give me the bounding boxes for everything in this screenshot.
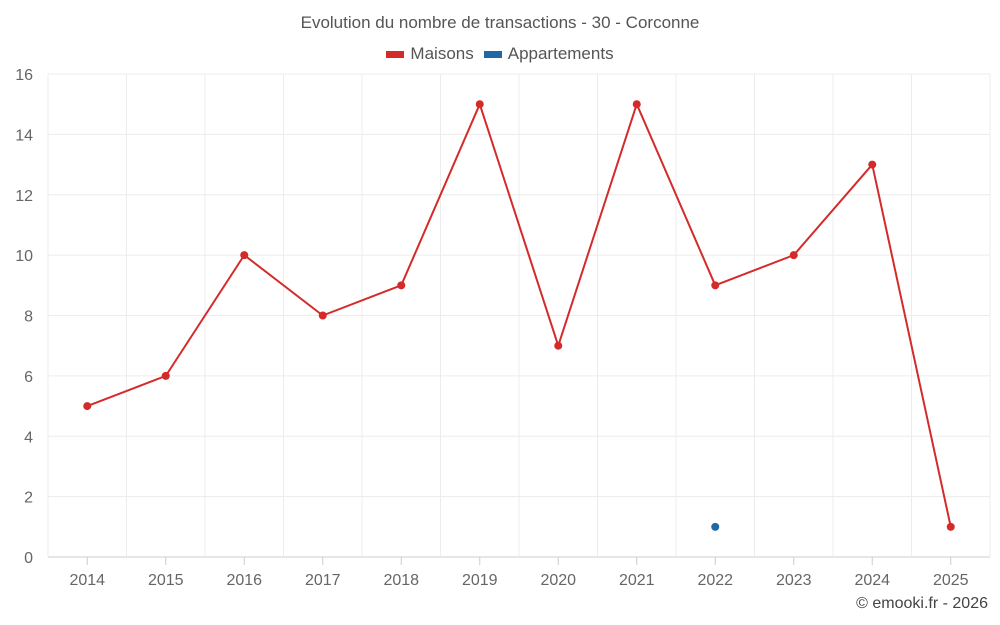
y-tick-label: 2 xyxy=(24,490,33,507)
series-line-maisons xyxy=(86,103,952,528)
legend-item-appartements[interactable]: Appartements xyxy=(483,44,614,64)
legend-swatch-maisons xyxy=(386,50,405,58)
data-point-maisons-2018 xyxy=(397,281,406,290)
legend-label-appartements: Appartements xyxy=(507,44,614,63)
grid-layer xyxy=(47,73,991,558)
data-point-maisons-2015 xyxy=(161,371,170,380)
data-point-maisons-2025 xyxy=(946,522,955,531)
y-tick-label: 14 xyxy=(15,127,33,144)
y-tick-label: 0 xyxy=(24,550,33,567)
y-tick-label: 8 xyxy=(24,309,33,326)
data-point-maisons-2024 xyxy=(868,160,877,169)
data-point-maisons-2020 xyxy=(554,341,563,350)
x-tick-label: 2019 xyxy=(462,572,498,589)
x-tick-label: 2024 xyxy=(854,572,890,589)
data-point-maisons-2017 xyxy=(318,311,327,320)
x-tick-label: 2017 xyxy=(305,572,341,589)
series-layer xyxy=(83,100,955,531)
x-tick-label: 2023 xyxy=(776,572,812,589)
data-point-maisons-2022 xyxy=(711,281,720,290)
y-tick-label: 6 xyxy=(24,369,33,386)
legend: Maisons Appartements xyxy=(0,44,1000,64)
y-tick-label: 16 xyxy=(15,67,33,84)
x-tick-label: 2018 xyxy=(383,572,419,589)
legend-swatch-appartements xyxy=(483,50,502,58)
x-tick-label: 2020 xyxy=(540,572,576,589)
x-tick-label: 2025 xyxy=(933,572,969,589)
legend-item-maisons[interactable]: Maisons xyxy=(386,44,474,64)
copyright-credit: © emooki.fr - 2026 xyxy=(856,595,988,612)
x-tick-label: 2021 xyxy=(619,572,655,589)
data-point-maisons-2023 xyxy=(789,251,798,260)
x-tick-label: 2015 xyxy=(148,572,184,589)
y-tick-label: 12 xyxy=(15,188,33,205)
data-point-maisons-2014 xyxy=(83,402,92,411)
data-point-appartements-2022 xyxy=(711,522,720,531)
x-tick-label: 2014 xyxy=(69,572,105,589)
y-tick-label: 10 xyxy=(15,248,33,265)
legend-label-maisons: Maisons xyxy=(410,44,474,63)
data-point-maisons-2016 xyxy=(240,251,249,260)
data-point-maisons-2021 xyxy=(632,100,641,109)
x-tick-label: 2016 xyxy=(226,572,262,589)
x-tick-label: 2022 xyxy=(697,572,733,589)
y-tick-label: 4 xyxy=(24,429,33,446)
chart-title: Evolution du nombre de transactions - 30… xyxy=(300,13,700,32)
data-point-maisons-2019 xyxy=(475,100,484,109)
axis-layer: 0 2 4 6 8 10 12 14 16 2014 2015 2016 2017 2018 2019 202… xyxy=(15,67,968,589)
